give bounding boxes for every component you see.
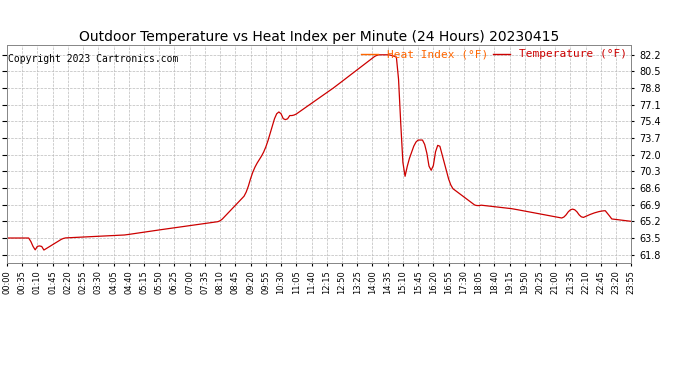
Title: Outdoor Temperature vs Heat Index per Minute (24 Hours) 20230415: Outdoor Temperature vs Heat Index per Mi… — [79, 30, 560, 44]
Text: Copyright 2023 Cartronics.com: Copyright 2023 Cartronics.com — [8, 54, 179, 64]
Legend: Heat Index (°F), Temperature (°F): Heat Index (°F), Temperature (°F) — [357, 45, 631, 64]
